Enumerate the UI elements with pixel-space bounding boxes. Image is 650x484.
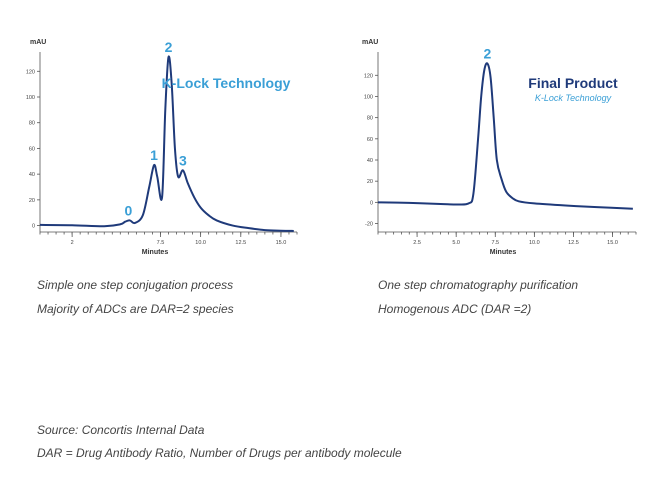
trace-line (39, 55, 294, 232)
y-tick-label: 20 (367, 179, 373, 185)
left-caption-line1: Simple one step conjugation process (37, 278, 234, 292)
y-tick-label: 80 (367, 116, 373, 122)
y-ticks: 0 20 40 60 80 100 120 (26, 69, 40, 230)
y-tick-label: 0 (32, 224, 35, 230)
x-axis-label: Minutes (142, 249, 169, 256)
peak-label: 2 (484, 46, 492, 62)
x-tick-label: 10.0 (529, 240, 540, 246)
peak-labels: 0 1 2 3 (124, 39, 187, 218)
y-axis-label: mAU (362, 39, 378, 46)
left-caption-line2: Majority of ADCs are DAR=2 species (37, 302, 234, 316)
x-tick-label: 10.0 (195, 240, 206, 246)
x-tick-label: 5.0 (452, 240, 460, 246)
x-tick-label: 12.5 (568, 240, 579, 246)
y-tick-label: 100 (26, 95, 35, 101)
y-tick-label: 60 (29, 146, 35, 152)
x-tick-label: 7.5 (491, 240, 499, 246)
x-tick-label: 15.0 (607, 240, 618, 246)
y-tick-label: 120 (26, 69, 35, 75)
x-tick-label: 7.5 (157, 240, 165, 246)
x-tick-label: 2.5 (413, 240, 421, 246)
x-tick-label: 12.5 (235, 240, 246, 246)
footnote-definition: DAR = Drug Antibody Ratio, Number of Dru… (37, 446, 402, 460)
peak-label: 0 (124, 202, 132, 218)
y-tick-label: 100 (364, 94, 373, 100)
y-axis-label: mAU (30, 39, 46, 46)
y-ticks: -20 0 20 40 60 80 100 120 (364, 73, 378, 228)
x-ticks: 2.5 5.0 7.5 10.0 12.5 15.0 (377, 232, 637, 246)
x-ticks: 2 7.5 10.0 12.5 15.0 (39, 232, 298, 246)
peak-label: 2 (165, 39, 173, 55)
y-tick-label: 120 (364, 73, 373, 79)
chart-annotation: Final Product (528, 75, 618, 91)
y-tick-label: 60 (367, 137, 373, 143)
peak-label: 1 (150, 147, 158, 163)
trace-line (377, 62, 633, 210)
right-caption-line2: Homogenous ADC (DAR =2) (378, 302, 532, 316)
y-tick-label: 20 (29, 198, 35, 204)
peak-label: 3 (179, 152, 187, 168)
y-tick-label: 80 (29, 121, 35, 127)
footnote-source: Source: Concortis Internal Data (37, 423, 205, 437)
peak-labels: 2 (484, 46, 492, 62)
x-tick-label: 2 (71, 240, 74, 246)
chart-annotation-sub: K-Lock Technology (535, 93, 612, 103)
right-caption-line1: One step chromatography purification (378, 278, 579, 292)
y-tick-label: 40 (29, 172, 35, 178)
y-tick-label: 40 (367, 158, 373, 164)
x-axis-label: Minutes (490, 249, 517, 256)
x-tick-label: 15.0 (276, 240, 287, 246)
chart-annotation: K-Lock Technology (162, 75, 291, 91)
right-chromatogram: mAU -20 0 20 40 60 80 100 120 2.5 5.0 7.5 10.0 12.5… (362, 39, 637, 256)
y-tick-label: 0 (370, 200, 373, 206)
y-tick-label: -20 (365, 222, 373, 228)
